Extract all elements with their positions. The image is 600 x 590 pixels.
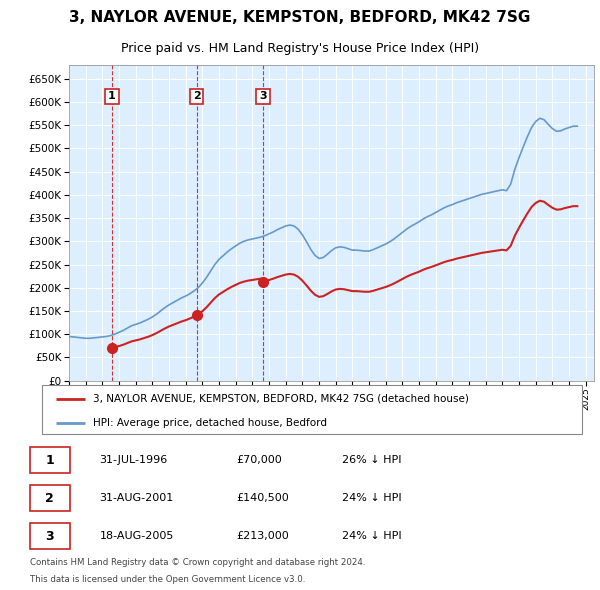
Text: Contains HM Land Registry data © Crown copyright and database right 2024.: Contains HM Land Registry data © Crown c… <box>29 558 365 567</box>
Text: 2: 2 <box>45 491 54 504</box>
FancyBboxPatch shape <box>29 486 70 511</box>
FancyBboxPatch shape <box>42 385 582 434</box>
FancyBboxPatch shape <box>29 523 70 549</box>
Text: Price paid vs. HM Land Registry's House Price Index (HPI): Price paid vs. HM Land Registry's House … <box>121 42 479 55</box>
Text: 24% ↓ HPI: 24% ↓ HPI <box>342 493 401 503</box>
Text: 31-JUL-1996: 31-JUL-1996 <box>100 455 167 465</box>
Text: 3, NAYLOR AVENUE, KEMPSTON, BEDFORD, MK42 7SG (detached house): 3, NAYLOR AVENUE, KEMPSTON, BEDFORD, MK4… <box>94 394 469 404</box>
Text: £70,000: £70,000 <box>236 455 282 465</box>
Text: £140,500: £140,500 <box>236 493 289 503</box>
Text: 3: 3 <box>259 91 267 101</box>
Text: 1: 1 <box>45 454 54 467</box>
Text: 1: 1 <box>108 91 116 101</box>
Text: 2: 2 <box>193 91 201 101</box>
Text: This data is licensed under the Open Government Licence v3.0.: This data is licensed under the Open Gov… <box>29 575 305 584</box>
Text: HPI: Average price, detached house, Bedford: HPI: Average price, detached house, Bedf… <box>94 418 328 428</box>
FancyBboxPatch shape <box>29 447 70 473</box>
Text: 3, NAYLOR AVENUE, KEMPSTON, BEDFORD, MK42 7SG: 3, NAYLOR AVENUE, KEMPSTON, BEDFORD, MK4… <box>70 10 530 25</box>
Text: 18-AUG-2005: 18-AUG-2005 <box>100 531 174 541</box>
Text: 26% ↓ HPI: 26% ↓ HPI <box>342 455 401 465</box>
Text: £213,000: £213,000 <box>236 531 289 541</box>
Text: 31-AUG-2001: 31-AUG-2001 <box>100 493 173 503</box>
Text: 3: 3 <box>46 530 54 543</box>
Text: 24% ↓ HPI: 24% ↓ HPI <box>342 531 401 541</box>
